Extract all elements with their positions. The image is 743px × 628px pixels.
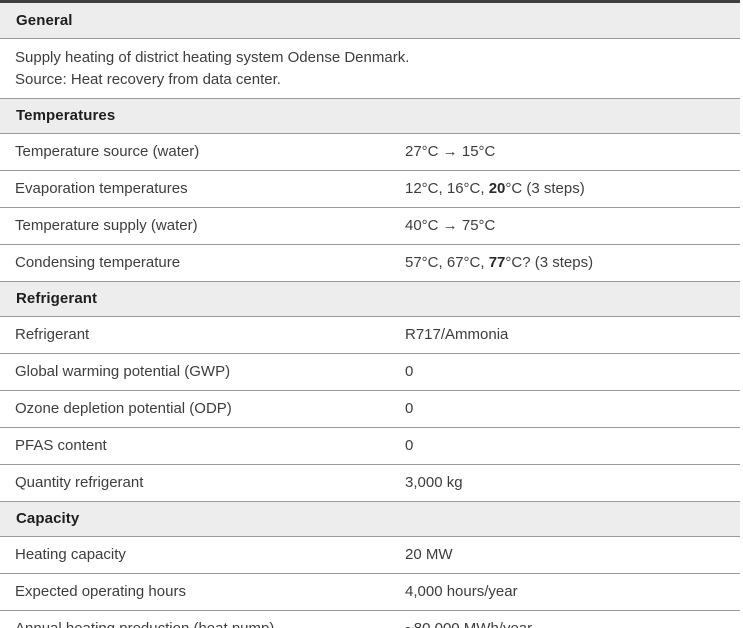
row-label: Heating capacity	[15, 546, 126, 563]
table-row-temperature-supply-water: Temperature supply (water) 40°C → 75°C	[0, 208, 740, 245]
row-value-segment: ~80,000 MWh/year	[405, 620, 532, 628]
row-value-segment: 0	[405, 437, 414, 454]
row-value-segment: °C? (3 steps)	[505, 254, 594, 271]
table-row-ozone-depletion-potential-odp: Ozone depletion potential (ODP) 0	[0, 391, 740, 428]
row-label: Temperature supply (water)	[15, 217, 198, 234]
row-value-segment: 0	[405, 400, 414, 417]
row-value: 40°C → 75°C	[405, 208, 740, 244]
table-row-expected-operating-hours: Expected operating hours 4,000 hours/year	[0, 574, 740, 611]
row-value: 4,000 hours/year	[405, 574, 740, 610]
row-label: Expected operating hours	[15, 583, 186, 600]
row-value: 27°C → 15°C	[405, 134, 740, 170]
row-value: ~80,000 MWh/year	[405, 611, 740, 628]
table-row-annual-heating-production-heat-pump: Annual heating production (heat pump)~80…	[0, 611, 740, 628]
section-header-capacity: Capacity	[0, 502, 740, 537]
row-value: 20 MW	[405, 537, 740, 573]
row-value-segment: 12°C, 16°C,	[405, 180, 489, 197]
row-label: Annual heating production (heat pump)	[0, 611, 405, 628]
row-value-segment: °C (3 steps)	[505, 180, 585, 197]
row-label: PFAS content	[15, 437, 107, 454]
row-label: Refrigerant	[15, 326, 90, 343]
table-row-quantity-refrigerant: Quantity refrigerant 3,000 kg	[0, 465, 740, 502]
row-value-segment: 20 MW	[405, 546, 453, 563]
row-value-segment: 3,000 kg	[405, 474, 463, 491]
row-label: Quantity refrigerant	[15, 474, 144, 491]
row-label: Condensing temperature	[15, 254, 181, 271]
row-value: 3,000 kg	[405, 465, 740, 501]
table-row-refrigerant: Refrigerant R717/Ammonia	[0, 317, 740, 354]
section-body-line: Supply heating of district heating syste…	[15, 49, 410, 66]
row-label: Ozone depletion potential (ODP)	[15, 400, 232, 417]
row-value-segment: 27°C → 15°C	[405, 143, 496, 160]
row-value: 12°C, 16°C, 20°C (3 steps)	[405, 171, 740, 207]
table-row-heating-capacity: Heating capacity 20 MW	[0, 537, 740, 574]
row-value-segment: 0	[405, 363, 414, 380]
row-value-segment: 40°C → 75°C	[405, 217, 496, 234]
row-value-bold-segment: 77	[488, 254, 506, 271]
row-value: 0	[405, 354, 740, 390]
row-value-segment: 57°C, 67°C,	[405, 254, 489, 271]
section-header-general: General	[0, 3, 740, 39]
table-row-pfas-content: PFAS content 0	[0, 428, 740, 465]
section-header-temperatures: Temperatures	[0, 99, 740, 134]
row-value: 57°C, 67°C, 77°C? (3 steps)	[405, 245, 740, 281]
section-header-refrigerant: Refrigerant	[0, 282, 740, 317]
row-value: 0	[405, 391, 740, 427]
row-value-segment: R717/Ammonia	[405, 326, 509, 343]
row-label: Evaporation temperatures	[15, 180, 188, 197]
row-label: Temperature source (water)	[15, 143, 200, 160]
row-label: Global warming potential (GWP)	[15, 363, 231, 380]
row-value-bold-segment: 20	[488, 180, 506, 197]
table-row-global-warming-potential-gwp: Global warming potential (GWP) 0	[0, 354, 740, 391]
section-body-general: Supply heating of district heating syste…	[0, 39, 740, 99]
table-row-condensing-temperature: Condensing temperature 57°C, 67°C, 77°C? …	[0, 245, 740, 282]
section-body-line: Source: Heat recovery from data center.	[15, 71, 281, 88]
table-top-rule	[0, 0, 740, 3]
table-row-temperature-source-water: Temperature source (water) 27°C → 15°C	[0, 134, 740, 171]
row-value: R717/Ammonia	[405, 317, 740, 353]
row-value-segment: 4,000 hours/year	[405, 583, 518, 600]
table-row-evaporation-temperatures: Evaporation temperatures 12°C, 16°C, 20°C…	[0, 171, 740, 208]
row-value: 0	[405, 428, 740, 464]
